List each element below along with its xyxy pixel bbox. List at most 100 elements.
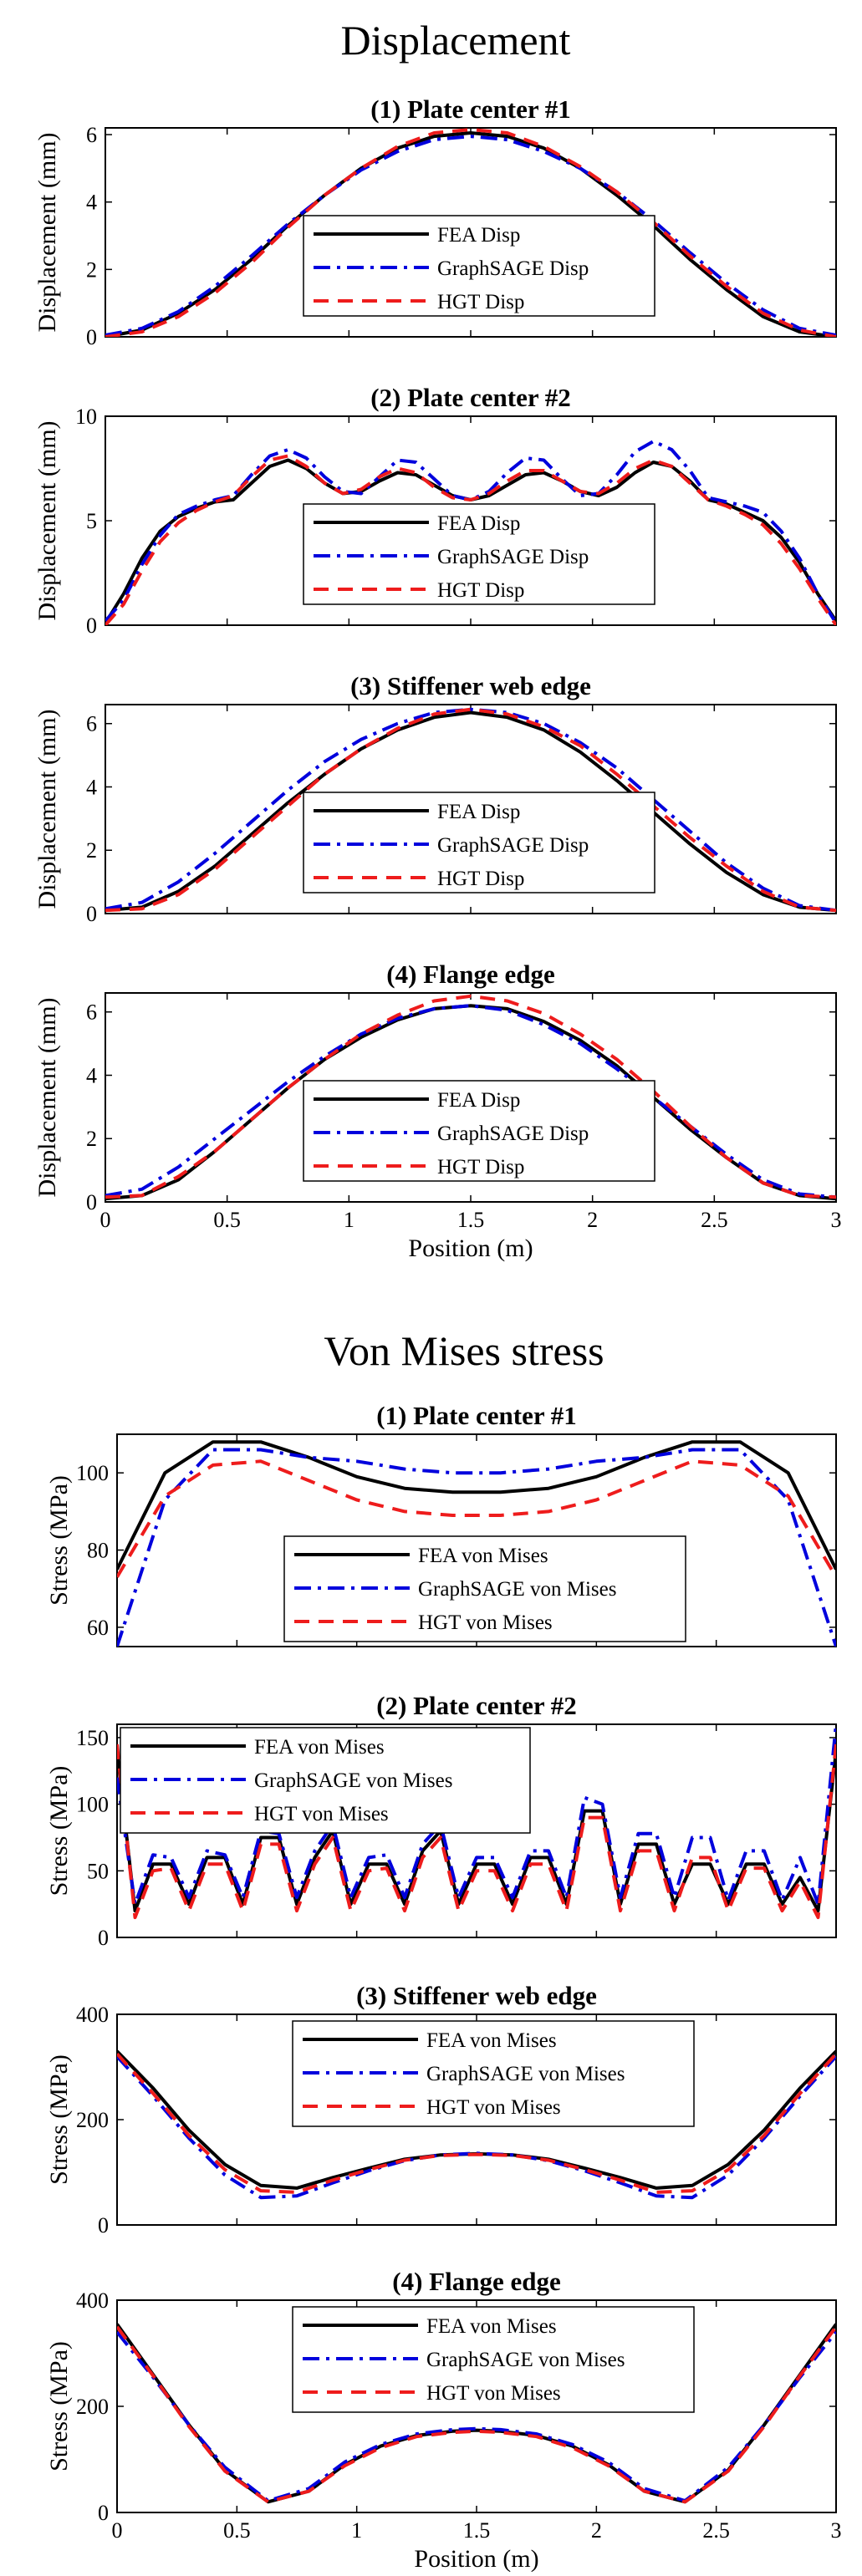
legend-label: GraphSAGE von Mises (254, 1769, 453, 1792)
legend: FEA Disp GraphSAGE Disp HGT Disp (303, 215, 655, 317)
chart-panel-2: (2) Plate center #2 0 5 10 Displacement (mm)… (33, 383, 837, 638)
legend-label: GraphSAGE von Mises (426, 2349, 625, 2371)
series-line-hgt (117, 1744, 836, 1920)
legend: FEA von Mises GraphSAGE von Mises HGT von … (120, 1727, 531, 1834)
series-line-fea (117, 1440, 836, 1571)
legend: FEA Disp GraphSAGE Disp HGT Disp (303, 503, 655, 605)
y-tick-label: 2 (86, 838, 97, 863)
x-tick-label: 2.5 (701, 1208, 728, 1232)
y-axis-label: Displacement (mm) (33, 997, 61, 1197)
x-tick-label: 0.5 (223, 2518, 251, 2543)
legend-label: FEA Disp (437, 512, 520, 535)
chart-title: (2) Plate center #2 (376, 1691, 577, 1720)
y-tick-label: 50 (87, 1859, 109, 1883)
y-tick-label: 80 (87, 1539, 109, 1563)
x-tick-label: 3 (831, 2518, 842, 2543)
x-axis-label: Position (m) (414, 2545, 538, 2572)
y-axis-label: Displacement (mm) (33, 420, 61, 620)
section-title-displacement: Displacement (341, 17, 571, 64)
legend-label: FEA Disp (437, 801, 520, 823)
y-tick-label: 400 (76, 2288, 109, 2313)
legend-label: HGT von Mises (426, 2382, 561, 2405)
x-axis-label: Position (m) (408, 1235, 533, 1262)
legend-label: FEA Disp (437, 1089, 520, 1112)
y-axis-label: Stress (MPa) (45, 2341, 73, 2472)
x-tick-label: 1 (344, 1208, 354, 1232)
section-title-stress: Von Mises stress (324, 1327, 604, 1374)
y-tick-label: 6 (86, 123, 97, 147)
legend-label: GraphSAGE Disp (437, 546, 589, 568)
y-tick-label: 0 (86, 613, 97, 638)
y-tick-label: 200 (76, 2108, 109, 2132)
x-tick-label: 2 (587, 1208, 598, 1232)
chart-panel-7: (3) Stiffener web edge 0 200 400 Stress (MPa… (45, 1981, 837, 2237)
y-tick-label: 60 (87, 1616, 109, 1640)
x-tick-label: 0 (112, 2518, 123, 2543)
legend-label: HGT von Mises (254, 1803, 389, 1825)
series-line-hgt (117, 1459, 836, 1578)
y-tick-label: 4 (86, 775, 97, 799)
plots-container: (1) Plate center #1 0 2 4 6 Displacement (mm)… (33, 94, 842, 2573)
chart-panel-8: (4) Flange edge 0 0.5 1 1.5 2 2.5 3 0 200 400 Stres… (45, 2267, 842, 2573)
legend-label: FEA von Mises (426, 2029, 557, 2052)
legend-label: GraphSAGE von Mises (426, 2063, 625, 2085)
y-tick-label: 6 (86, 1000, 97, 1025)
legend-label: HGT Disp (437, 868, 524, 890)
y-tick-label: 0 (86, 1190, 97, 1214)
series-line-fea (105, 710, 836, 913)
chart-title: (3) Stiffener web edge (356, 1981, 597, 2010)
series-line-hgt (117, 2325, 836, 2504)
series-line-hgt (117, 2052, 836, 2194)
legend-label: GraphSAGE Disp (437, 257, 589, 280)
y-tick-label: 2 (86, 257, 97, 282)
legend: FEA Disp GraphSAGE Disp HGT Disp (303, 792, 655, 893)
legend-label: GraphSAGE Disp (437, 834, 589, 857)
x-tick-label: 2.5 (702, 2518, 730, 2543)
x-tick-label: 1.5 (457, 1208, 485, 1232)
series-line-fea (105, 1004, 836, 1201)
x-tick-label: 0.5 (213, 1208, 241, 1232)
x-tick-label: 1 (351, 2518, 362, 2543)
y-tick-label: 200 (76, 2395, 109, 2419)
legend-label: FEA Disp (437, 224, 520, 247)
y-tick-label: 4 (86, 191, 97, 215)
legend-label: HGT Disp (437, 579, 524, 602)
chart-panel-3: (3) Stiffener web edge 0 2 4 6 Displacement (… (33, 671, 837, 926)
series-line-graphsage (117, 1724, 836, 1907)
series-line-graphsage (105, 707, 836, 913)
y-tick-label: 0 (98, 2213, 109, 2237)
series-line-hgt (105, 128, 836, 337)
y-tick-label: 5 (86, 509, 97, 533)
chart-panel-4: (4) Flange edge 0 0.5 1 1.5 2 2.5 3 0 2 4 6 Displace… (33, 960, 842, 1262)
series-line-hgt (105, 994, 836, 1199)
legend-label: GraphSAGE von Mises (418, 1578, 617, 1601)
chart-title: (4) Flange edge (392, 2267, 560, 2296)
legend-label: FEA von Mises (426, 2315, 557, 2338)
legend-label: HGT von Mises (418, 1611, 553, 1634)
y-axis-label: Displacement (mm) (33, 709, 61, 909)
legend-label: FEA von Mises (418, 1545, 548, 1567)
y-axis-label: Stress (MPa) (45, 2054, 73, 2185)
y-tick-label: 2 (86, 1127, 97, 1151)
x-tick-label: 0 (100, 1208, 111, 1232)
legend-label: HGT von Mises (426, 2096, 561, 2119)
series-line-hgt (105, 454, 836, 625)
series-line-graphsage (117, 2330, 836, 2502)
series-line-graphsage (105, 1004, 836, 1199)
y-tick-label: 4 (86, 1063, 97, 1087)
y-tick-label: 0 (98, 1926, 109, 1950)
legend-label: FEA von Mises (254, 1736, 385, 1759)
chart-title: (4) Flange edge (386, 960, 554, 989)
legend: FEA von Mises GraphSAGE von Mises HGT von … (292, 2306, 695, 2413)
y-axis-label: Stress (MPa) (45, 1766, 73, 1896)
chart-title: (3) Stiffener web edge (350, 671, 591, 700)
y-axis-label: Stress (MPa) (45, 1475, 73, 1606)
legend-label: HGT Disp (437, 291, 524, 313)
series-line-graphsage (117, 2055, 836, 2200)
y-tick-label: 100 (76, 1793, 109, 1817)
y-tick-label: 10 (75, 405, 97, 429)
y-tick-label: 0 (98, 2501, 109, 2525)
